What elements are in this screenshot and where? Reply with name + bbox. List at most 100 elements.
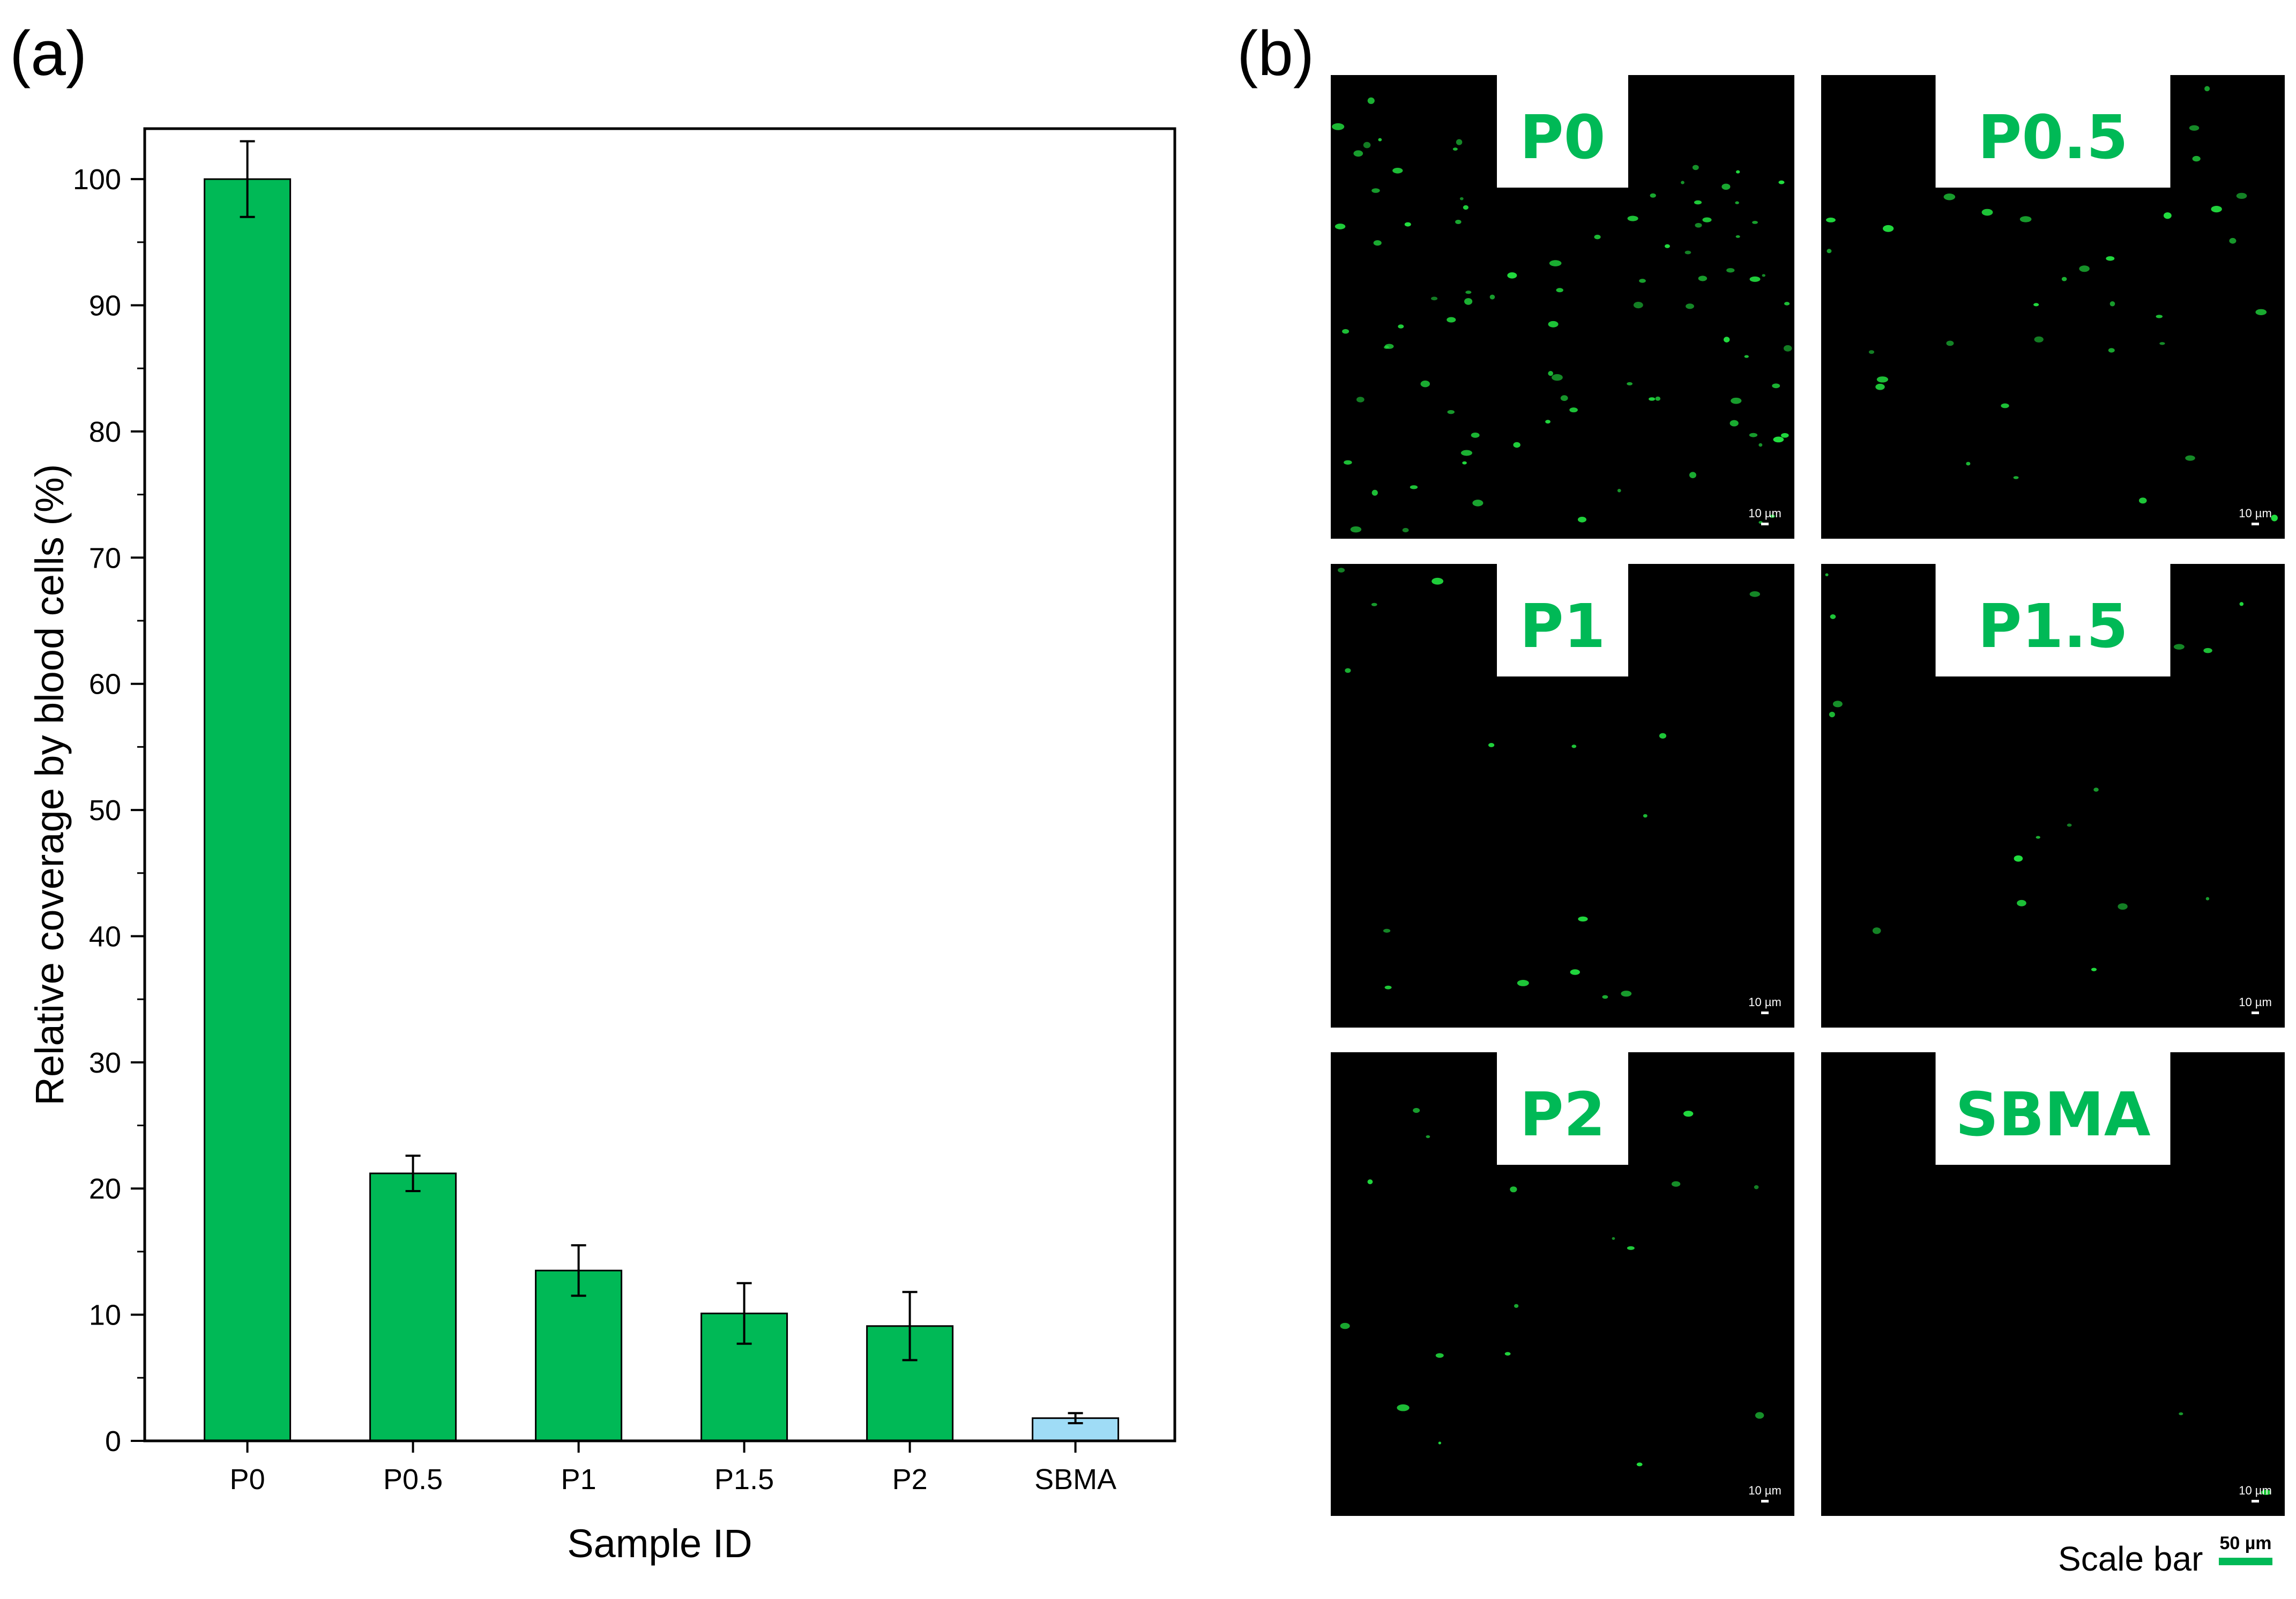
cell-dot [2138,497,2147,504]
cell-dot [1371,188,1380,193]
cell-dot [1363,142,1371,148]
cell-dot [1883,225,1894,232]
panel-a-label: (a) [10,18,87,89]
cell-dot [1827,249,1832,254]
cell-dot [1683,1111,1694,1117]
cell-dot [1602,995,1608,999]
cell-dot [1681,181,1684,184]
y-tick-label-100: 100 [73,163,121,196]
cell-dot [1460,450,1473,456]
cell-dot [2109,301,2115,307]
cell-dot [1617,488,1621,493]
bar-P1 [535,1269,623,1442]
cell-dot [1749,276,1761,282]
cell-dot [1726,268,1735,273]
cell-dot [1772,383,1780,389]
cell-dot [2036,836,2040,839]
tile-scale-text: 10 µm [2239,1484,2272,1497]
cell-dot [1472,500,1484,507]
cell-dot [1447,410,1455,414]
tile-label-box [1935,564,2171,676]
tile-scale-bar [1761,1500,1769,1503]
cell-dot [1723,337,1730,343]
cell-dot [1402,527,1409,533]
cell-dot [2106,256,2115,261]
tile-scale-text: 10 µm [2239,507,2272,520]
cell-dot [1489,294,1495,300]
cell-dot [1488,743,1495,747]
cell-dot [2205,897,2210,901]
cell-dot [1755,1412,1764,1419]
y-tick-label-40: 40 [89,920,121,953]
bar-chart: 0 10 20 30 40 50 60 70 80 90 100 P0 P0.5 P1 P1.5 P2 SBM… [27,127,1176,1566]
cell-dot [2255,309,2267,315]
cell-dot [1517,980,1529,986]
cell-dot [1665,244,1670,248]
cell-dot [1345,668,1351,673]
cell-dot [2019,216,2032,222]
image-tile-P0: P0 10 µm [1331,75,1794,539]
panel-b-label: (b) [1237,18,1314,89]
cell-dot [1459,197,1464,200]
cell-dot [1773,436,1784,443]
cell-dot [1758,443,1763,447]
y-tick-label-20: 20 [89,1173,121,1205]
cell-dot [1465,291,1472,294]
x-axis-title: Sample ID [567,1521,752,1566]
cell-dot [1650,193,1656,198]
cell-dot [1432,577,1444,585]
cell-dot [2014,855,2023,862]
cell-dot [2204,86,2210,92]
cell-dot [1353,150,1363,157]
cell-dot [1426,1135,1430,1139]
cell-dot [1752,221,1758,224]
cell-dot [1872,927,1881,934]
cell-dot [1671,1181,1681,1187]
cell-dot [1430,296,1438,301]
cell-dot [2079,265,2090,272]
tile-label: SBMA [1955,1080,2150,1150]
cell-dot [1549,260,1562,266]
cell-dot [1471,432,1480,438]
cell-dot [1571,745,1577,748]
bar-SBMA [1032,1417,1120,1442]
tile-scale-text: 10 µm [1748,507,1781,520]
cell-dot [1749,591,1761,597]
cell-dot [2159,342,2165,345]
cell-dot [2185,455,2195,461]
image-tile-P1.5: P1.5 10 µm [1821,564,2285,1028]
cell-dot [1384,985,1392,990]
cell-dot [1621,991,1632,997]
cell-dot [1876,376,1889,383]
cell-dot [1868,350,1875,354]
scale-bar-line [2219,1558,2272,1565]
cell-dot [1397,1404,1410,1411]
cell-dot [1510,1186,1517,1193]
cell-dot [1504,1352,1511,1356]
cell-dot [1371,603,1377,606]
scale-bar-value: 50 µm [2219,1533,2271,1553]
cell-dot [1420,380,1430,388]
cell-dot [1731,397,1742,404]
cell-dot [1514,1304,1519,1308]
tile-scale-bar [1761,1012,1769,1014]
cell-dot [1735,235,1740,238]
bar-P0.5 [369,1172,457,1442]
cell-dot [1770,515,1775,518]
x-tick-label-P1.5: P1.5 [714,1463,774,1496]
cell-dot [2229,237,2237,244]
cell-dot [1367,97,1375,104]
cell-dot [1643,814,1648,818]
tile-scale-text: 10 µm [2239,995,2272,1009]
cell-dot [1373,240,1382,246]
cell-dot [1438,1441,1442,1445]
cell-dot [1825,573,1829,577]
cell-dot [1560,395,1568,401]
cell-dot [1684,250,1691,255]
image-tile-P2: P2 10 µm [1331,1052,1794,1516]
bars-group [204,178,1120,1442]
cell-dot [1655,396,1661,401]
cell-dot [1744,355,1749,358]
tile-scale-bar [1761,523,1769,525]
